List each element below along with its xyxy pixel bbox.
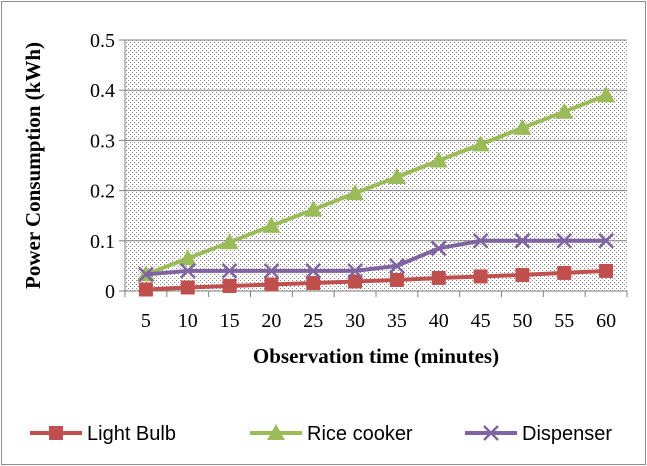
y-tick-label: 0	[105, 281, 115, 303]
data-point-light-bulb	[222, 278, 237, 293]
data-point-rice-cooker	[387, 168, 406, 185]
legend: Light Bulb Rice cooker Dispenser	[30, 423, 612, 445]
data-point-rice-cooker	[429, 151, 448, 168]
x-tick-label: 50	[512, 310, 532, 332]
data-point-dispenser	[598, 232, 614, 249]
data-point-dispenser	[472, 232, 489, 249]
legend-marker-dispenser	[483, 425, 499, 441]
legend-label-rice-cooker: Rice cooker	[307, 423, 413, 445]
legend-item-light-bulb: Light Bulb	[30, 423, 176, 445]
gridlines	[125, 39, 627, 242]
series-layer	[136, 86, 616, 297]
data-point-dispenser	[138, 266, 154, 283]
x-tick-label: 5	[141, 310, 151, 332]
y-tick-label: 0.3	[90, 130, 115, 152]
x-axis-ticks: 5 10 15 20 25 30 35 40 45 50 55 60	[124, 291, 628, 332]
data-point-dispenser	[263, 263, 280, 279]
data-point-light-bulb	[389, 272, 404, 287]
y-axis-title: Power Consumption (kWh)	[21, 42, 45, 289]
x-tick-label: 60	[596, 310, 616, 332]
data-point-rice-cooker	[555, 102, 574, 119]
data-point-rice-cooker	[513, 118, 532, 135]
data-point-light-bulb	[138, 282, 153, 297]
x-tick-label: 15	[220, 310, 240, 332]
data-point-light-bulb	[473, 269, 488, 284]
legend-label-dispenser: Dispenser	[522, 423, 612, 445]
data-point-dispenser	[305, 263, 322, 279]
legend-item-rice-cooker: Rice cooker	[250, 423, 413, 445]
data-point-dispenser	[430, 240, 447, 257]
data-point-light-bulb	[515, 267, 530, 282]
data-point-rice-cooker	[178, 249, 197, 266]
data-point-dispenser	[221, 263, 238, 279]
data-point-rice-cooker	[220, 233, 239, 250]
data-point-dispenser	[514, 232, 531, 249]
data-point-rice-cooker	[471, 135, 490, 152]
y-tick-label: 0.1	[90, 231, 115, 253]
y-tick-label: 0.4	[90, 80, 115, 102]
y-tick-label: 0.5	[90, 30, 115, 52]
data-point-light-bulb	[264, 277, 279, 292]
y-axis-ticks: 0 0.1 0.2 0.3 0.4 0.5	[90, 30, 125, 303]
data-point-rice-cooker	[304, 200, 323, 217]
x-axis-title: Observation time (minutes)	[253, 344, 499, 368]
data-point-light-bulb	[557, 265, 572, 280]
x-tick-label: 10	[178, 310, 198, 332]
data-point-dispenser	[389, 258, 405, 274]
data-point-rice-cooker	[346, 184, 365, 201]
data-point-light-bulb	[306, 275, 321, 290]
x-tick-label: 40	[429, 310, 449, 332]
legend-marker-rice-cooker	[267, 424, 285, 440]
data-point-light-bulb	[599, 263, 614, 278]
data-point-dispenser	[347, 263, 363, 279]
data-point-light-bulb	[348, 274, 363, 289]
y-tick-label: 0.2	[90, 181, 115, 203]
x-tick-label: 35	[387, 310, 407, 332]
data-point-dispenser	[179, 263, 196, 279]
series-light-bulb	[138, 263, 614, 297]
data-point-rice-cooker	[597, 86, 616, 103]
x-tick-label: 55	[554, 310, 574, 332]
x-tick-label: 30	[345, 310, 365, 332]
data-point-dispenser	[556, 232, 573, 249]
series-dispenser	[138, 232, 614, 283]
series-line-rice-cooker	[145, 93, 607, 277]
series-line-dispenser	[145, 238, 607, 277]
data-point-light-bulb	[180, 280, 195, 295]
data-point-rice-cooker	[262, 216, 281, 233]
legend-item-dispenser: Dispenser	[465, 423, 612, 445]
x-tick-label: 25	[303, 310, 323, 332]
x-tick-label: 45	[471, 310, 491, 332]
x-tick-label: 20	[261, 310, 281, 332]
data-point-light-bulb	[431, 270, 446, 285]
legend-label-light-bulb: Light Bulb	[87, 423, 176, 445]
legend-marker-light-bulb	[49, 426, 63, 440]
